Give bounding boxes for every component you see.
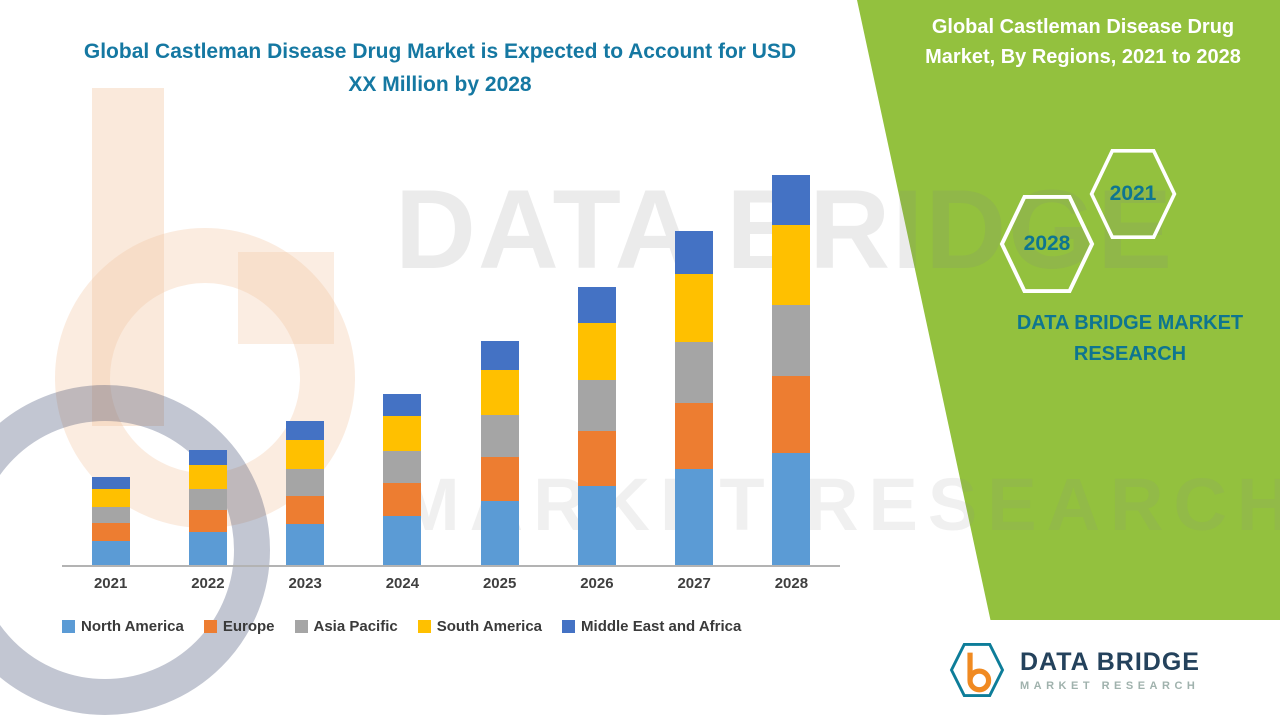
bar-segment-north-america [188,532,227,565]
bar-column-2025 [480,158,519,565]
bar-column-2022 [188,158,227,565]
x-axis-label-2021: 2021 [93,575,128,592]
bar-segment-asia-pacific [772,304,811,376]
legend-item-middle-east-and-africa: Middle East and Africa [562,618,741,635]
hexagon-badge-2028: 2028 [998,192,1096,296]
bar-segment-europe [91,523,130,541]
bar-segment-asia-pacific [188,488,227,511]
hexagon-outline-icon [999,195,1095,293]
x-axis-labels: 2021 2022 2023 2024 2025 2026 2027 2028 [62,575,840,592]
bar-segment-south-america [675,274,714,343]
legend-swatch-middle-east-and-africa [562,620,576,633]
logo-box: DATA BRIDGE MARKET RESEARCH [868,620,1280,720]
bar-stack-2021 [91,158,130,565]
x-axis-label-2025: 2025 [482,575,517,592]
bar-segment-north-america [383,516,422,565]
bar-stack-2027 [675,158,714,565]
bar-column-2021 [91,158,130,565]
x-axis-label-2022: 2022 [191,575,225,592]
stacked-bar-chart [62,158,840,567]
logo-subtitle: MARKET RESEARCH [1020,680,1200,692]
hexagon-badge-2021: 2021 [1088,146,1178,242]
bar-segment-asia-pacific [286,469,325,496]
bar-segment-asia-pacific [383,451,422,483]
bar-stack-2026 [577,158,616,565]
legend-item-north-america: North America [62,618,184,635]
bar-segment-europe [675,403,714,470]
bar-segment-north-america [577,485,616,565]
logo-text: DATA BRIDGE MARKET RESEARCH [1020,648,1200,692]
data-bridge-logo-icon [949,643,1005,697]
bar-stack-2028 [772,158,811,565]
bar-segment-asia-pacific [480,415,519,458]
legend-label-north-america: North America [81,618,184,635]
bar-segment-europe [383,482,422,517]
bar-segment-north-america [772,453,811,565]
bar-segment-asia-pacific [577,379,616,431]
bar-segment-north-america [480,500,519,565]
chart-legend: North America Europe Asia Pacific South Ame… [62,618,741,635]
brand-text: DATA BRIDGE MARKET RESEARCH [1016,312,1244,365]
legend-label-middle-east-and-africa: Middle East and Africa [581,618,742,635]
bar-segment-middle-east-and-africa [675,231,714,275]
bar-segment-middle-east-and-africa [480,341,519,370]
bar-segment-south-america [286,439,325,470]
x-axis-label-2027: 2027 [677,575,711,592]
bar-segment-asia-pacific [675,342,714,404]
x-axis-label-2023: 2023 [288,575,322,592]
legend-label-south-america: South America [436,618,543,635]
bar-column-2024 [383,158,422,565]
bar-segment-europe [480,457,519,501]
bar-segment-north-america [91,540,130,565]
bar-column-2026 [577,158,616,565]
bar-segment-europe [188,510,227,533]
bar-segment-south-america [188,465,227,489]
legend-swatch-europe [203,620,217,633]
bar-segment-south-america [383,416,422,452]
bar-stack-2022 [188,158,227,565]
side-panel-title: Global Castleman Disease Drug Market, By… [925,16,1241,68]
bar-stack-2024 [383,158,422,565]
bar-segment-middle-east-and-africa [286,420,325,440]
bar-segment-europe [772,375,811,454]
x-axis-label-2024: 2024 [385,575,420,592]
legend-swatch-asia-pacific [294,620,308,633]
bar-stack-2025 [480,158,519,565]
bar-segment-middle-east-and-africa [577,287,616,323]
bar-segment-middle-east-and-africa [383,394,422,417]
bar-segment-europe [577,430,616,486]
bar-segment-south-america [91,488,130,508]
bar-column-2028 [772,158,811,565]
bar-segment-asia-pacific [91,507,130,524]
bar-segment-middle-east-and-africa [188,450,227,466]
legend-swatch-south-america [417,620,431,633]
bar-segment-south-america [480,369,519,416]
logo-name: DATA BRIDGE [1020,648,1200,676]
bar-column-2027 [675,158,714,565]
badge-year-2028: 2028 [1023,232,1071,255]
x-axis-label-2028: 2028 [774,575,809,592]
bar-column-2023 [286,158,325,565]
bar-segment-north-america [286,524,325,565]
bar-segment-middle-east-and-africa [91,476,130,489]
x-axis-label-2026: 2026 [580,575,614,592]
bar-segment-middle-east-and-africa [772,175,811,226]
legend-swatch-north-america [62,620,75,633]
bar-segment-north-america [675,469,714,565]
legend-label-europe: Europe [222,618,275,635]
bar-segment-south-america [772,225,811,305]
bar-stack-2023 [286,158,325,565]
bar-segment-south-america [577,322,616,380]
bar-segment-europe [286,495,325,525]
legend-item-asia-pacific: Asia Pacific [294,618,398,635]
legend-label-asia-pacific: Asia Pacific [313,618,398,635]
legend-item-europe: Europe [203,618,275,635]
chart-title: Global Castleman Disease Drug Market is … [83,40,797,96]
legend-item-south-america: South America [417,618,543,635]
badge-year-2021: 2021 [1109,182,1157,205]
hexagon-outline-icon [1089,149,1177,239]
